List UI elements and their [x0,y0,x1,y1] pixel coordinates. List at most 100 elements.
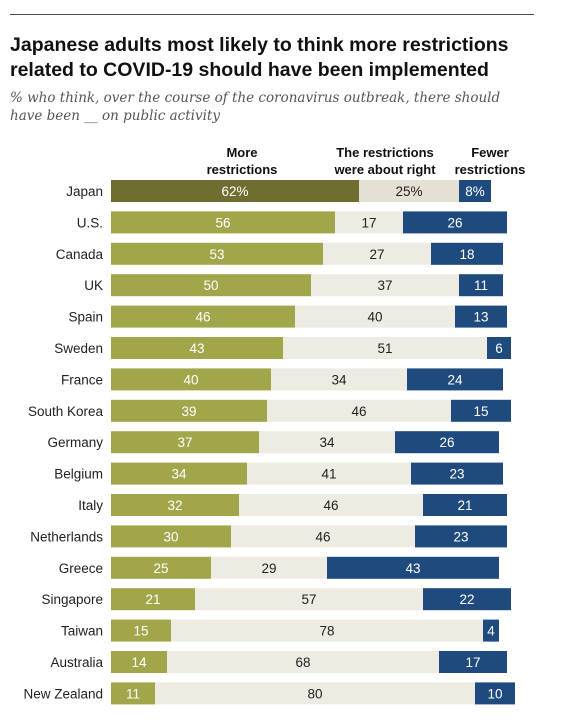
category-label-singapore: Singapore [41,592,103,607]
value-label-more-restrictions-greece: 25 [153,561,168,576]
category-label-france: France [61,372,103,387]
value-label-more-restrictions-japan: 62% [221,184,248,199]
bar-about-right-netherlands [231,525,415,548]
chart-title: Japanese adults most likely to think mor… [10,34,509,81]
bar-more-restrictions-taiwan [111,619,171,642]
value-label-fewer-restrictions-france: 24 [447,372,463,387]
bar-more-restrictions-australia [111,651,167,673]
value-label-fewer-restrictions-canada: 18 [459,247,474,262]
bar-fewer-restrictions-australia [439,651,507,673]
category-label-netherlands: Netherlands [30,529,103,544]
category-label-south-korea: South Korea [28,404,104,419]
bar-fewer-restrictions-singapore [423,588,511,611]
value-label-about-right-singapore: 57 [301,592,316,607]
value-label-more-restrictions-belgium: 34 [171,467,187,482]
bar-more-restrictions-u-s [111,211,335,234]
category-label-uk: UK [84,278,103,293]
bar-fewer-restrictions-south-korea [451,399,511,422]
value-label-fewer-restrictions-germany: 26 [439,435,454,450]
bar-more-restrictions-greece [111,556,211,579]
value-label-more-restrictions-australia: 14 [131,655,147,670]
value-label-more-restrictions-south-korea: 39 [181,404,196,419]
category-label-germany: Germany [47,435,103,450]
value-label-fewer-restrictions-uk: 11 [474,278,488,293]
value-label-fewer-restrictions-belgium: 23 [449,467,464,482]
bar-about-right-greece [211,556,327,579]
value-label-about-right-sweden: 51 [377,341,392,356]
bar-fewer-restrictions-taiwan [483,619,499,642]
bar-more-restrictions-canada [111,242,323,265]
value-label-more-restrictions-taiwan: 15 [133,624,148,639]
value-label-about-right-u-s: 17 [361,215,376,230]
value-label-more-restrictions-canada: 53 [209,247,224,262]
bar-fewer-restrictions-u-s [403,211,507,234]
bar-about-right-belgium [247,462,411,485]
bar-fewer-restrictions-japan [459,180,491,202]
value-label-fewer-restrictions-spain: 13 [473,310,488,325]
category-label-sweden: Sweden [54,341,103,356]
column-header-about-right: The restrictions were about right [334,145,436,177]
bar-fewer-restrictions-canada [431,242,503,265]
bar-about-right-uk [311,274,459,297]
bar-fewer-restrictions-sweden [487,337,511,359]
value-label-more-restrictions-netherlands: 30 [163,529,178,544]
bar-more-restrictions-japan [111,180,359,202]
bar-fewer-restrictions-france [407,368,503,391]
value-label-more-restrictions-u-s: 56 [215,215,230,230]
category-label-japan: Japan [66,184,103,199]
bar-more-restrictions-new-zealand [111,682,155,705]
category-label-greece: Greece [59,561,103,576]
bar-fewer-restrictions-belgium [411,462,503,485]
bar-about-right-south-korea [267,399,451,422]
value-label-more-restrictions-france: 40 [183,372,198,387]
value-label-about-right-greece: 29 [261,561,276,576]
bar-about-right-spain [295,305,455,328]
value-label-more-restrictions-italy: 32 [167,498,182,513]
bar-fewer-restrictions-new-zealand [475,682,515,705]
value-label-fewer-restrictions-south-korea: 15 [473,404,488,419]
value-label-about-right-south-korea: 46 [351,404,366,419]
category-label-canada: Canada [56,247,104,262]
bar-more-restrictions-italy [111,494,239,516]
bar-more-restrictions-spain [111,305,295,328]
bar-more-restrictions-netherlands [111,525,231,548]
value-label-more-restrictions-new-zealand: 11 [126,686,140,701]
bar-more-restrictions-singapore [111,588,195,611]
value-label-about-right-taiwan: 78 [319,624,334,639]
bar-more-restrictions-belgium [111,462,247,485]
bar-about-right-canada [323,242,431,265]
bar-about-right-new-zealand [155,682,475,705]
value-label-about-right-australia: 68 [295,655,310,670]
bar-about-right-australia [167,651,439,673]
column-header-fewer-restrictions: Fewer restrictions [454,145,526,177]
column-header-more-restrictions: More restrictions [206,145,278,177]
value-label-fewer-restrictions-greece: 43 [405,561,420,576]
value-label-fewer-restrictions-new-zealand: 10 [487,686,502,701]
value-label-about-right-belgium: 41 [321,467,336,482]
bar-about-right-italy [239,494,423,516]
value-label-fewer-restrictions-netherlands: 23 [453,529,468,544]
bar-fewer-restrictions-germany [395,431,499,454]
bar-about-right-u-s [335,211,403,234]
category-label-italy: Italy [78,498,103,513]
bar-about-right-taiwan [171,619,483,642]
bar-about-right-germany [259,431,395,454]
bar-more-restrictions-sweden [111,337,283,359]
value-label-about-right-new-zealand: 80 [307,686,322,701]
value-label-about-right-spain: 40 [367,310,382,325]
value-label-fewer-restrictions-australia: 17 [465,655,480,670]
bar-more-restrictions-france [111,368,271,391]
bar-more-restrictions-uk [111,274,311,297]
bar-more-restrictions-south-korea [111,399,267,422]
value-label-about-right-netherlands: 46 [315,529,330,544]
bar-more-restrictions-germany [111,431,259,454]
value-label-more-restrictions-uk: 50 [203,278,218,293]
bar-fewer-restrictions-spain [455,305,507,328]
value-label-fewer-restrictions-italy: 21 [457,498,472,513]
value-label-fewer-restrictions-singapore: 22 [459,592,474,607]
bar-about-right-france [271,368,407,391]
bar-fewer-restrictions-greece [327,556,499,579]
value-label-more-restrictions-germany: 37 [177,435,192,450]
value-label-fewer-restrictions-u-s: 26 [447,215,462,230]
